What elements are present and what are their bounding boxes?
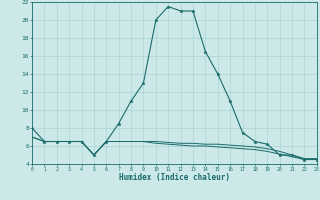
X-axis label: Humidex (Indice chaleur): Humidex (Indice chaleur) xyxy=(119,173,230,182)
